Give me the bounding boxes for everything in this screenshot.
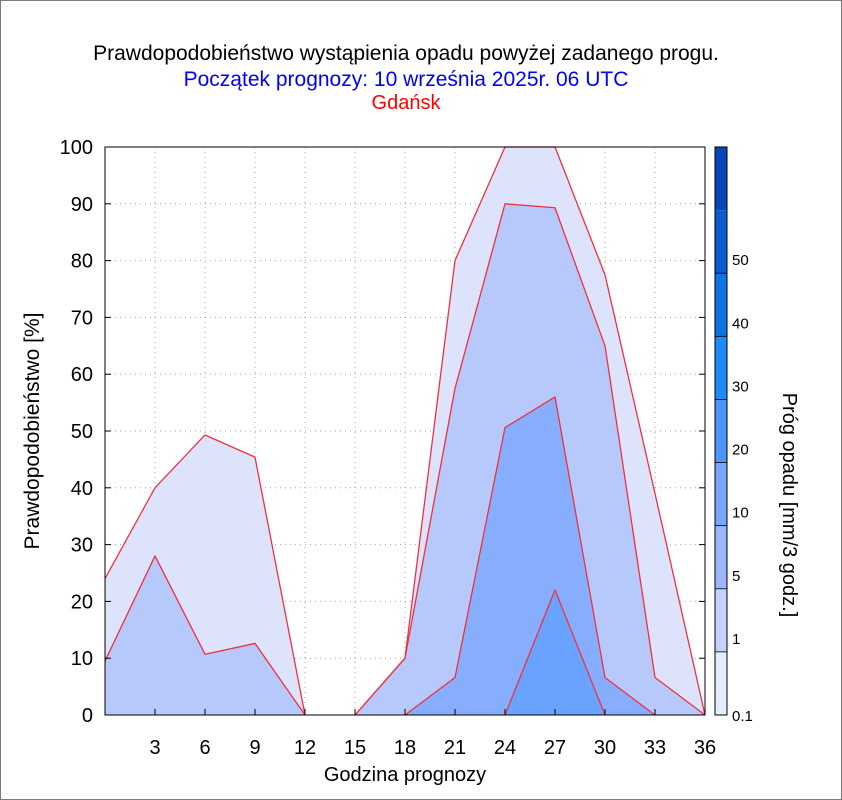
- y-tick-label: 0: [82, 705, 93, 727]
- area-outline-0.1: [104, 434, 306, 716]
- colorbar-tick-label: 0.1: [732, 708, 753, 725]
- area-outline-5: [404, 396, 656, 716]
- colorbar-label: Próg opadu [mm/3 godz.]: [778, 393, 800, 618]
- y-tick-label: 40: [71, 478, 93, 500]
- colorbar-segment: [715, 525, 727, 589]
- x-tick-label: 18: [394, 737, 416, 759]
- area-outline-1: [104, 555, 306, 716]
- x-axis-label: Godzina prognozy: [324, 764, 486, 786]
- chart-title: Prawdopodobieństwo wystąpienia opadu pow…: [93, 42, 719, 65]
- y-tick-label: 30: [71, 535, 93, 557]
- colorbar-tick-label: 1: [732, 631, 740, 648]
- y-tick-label: 60: [71, 364, 93, 386]
- x-tick-label: 3: [149, 737, 160, 759]
- y-axis-label: Prawdopodobieństwo [%]: [21, 313, 44, 550]
- y-axis-ticks: 0 10 20 30 40 50 60 70 80 90 100: [60, 137, 705, 727]
- colorbar-segment: [715, 462, 727, 526]
- colorbar-tick-label: 5: [732, 568, 740, 585]
- x-tick-label: 27: [544, 737, 566, 759]
- colorbar-border: [714, 146, 728, 716]
- colorbar-segment: [715, 147, 727, 211]
- y-tick-label: 80: [71, 251, 93, 273]
- x-tick-label: 9: [249, 737, 260, 759]
- colorbar-segment: [715, 651, 727, 715]
- colorbar-tick-label: 40: [732, 315, 749, 332]
- colorbar-segment: [715, 399, 727, 463]
- area-outline-10: [504, 589, 606, 716]
- x-tick-label: 33: [644, 737, 666, 759]
- x-axis-ticks: 3 6 9 12 15 18 21 24 27 30 33 36: [149, 709, 716, 759]
- colorbar-segment: [715, 210, 727, 274]
- x-tick-label: 15: [344, 737, 366, 759]
- x-tick-label: 21: [444, 737, 466, 759]
- x-tick-label: 30: [594, 737, 616, 759]
- area-threshold-10: [105, 590, 705, 715]
- x-tick-label: 24: [494, 737, 516, 759]
- chart-subtitle: Początek prognozy: 10 września 2025r. 06…: [183, 68, 629, 91]
- colorbar-tick-label: 30: [732, 378, 749, 395]
- y-tick-label: 10: [71, 648, 93, 670]
- colorbar-segment: [715, 336, 727, 400]
- y-tick-label: 50: [71, 421, 93, 443]
- area-outline-1: [354, 203, 706, 716]
- y-tick-label: 20: [71, 591, 93, 613]
- colorbar-segment: [715, 273, 727, 337]
- y-tick-label: 90: [71, 194, 93, 216]
- colorbar-tick-label: 20: [732, 442, 749, 459]
- colorbar-tick-label: 50: [732, 252, 749, 269]
- y-tick-label: 70: [71, 307, 93, 329]
- chart-location: Gdańsk: [371, 92, 441, 114]
- x-tick-label: 36: [694, 737, 716, 759]
- x-tick-label: 6: [199, 737, 210, 759]
- y-tick-label: 100: [60, 137, 93, 159]
- colorbar-segment: [715, 588, 727, 652]
- colorbar-tick-label: 10: [732, 505, 749, 522]
- colorbar: 0.1 1 5 10 20 30 40 50: [714, 146, 753, 725]
- x-tick-label: 12: [294, 737, 316, 759]
